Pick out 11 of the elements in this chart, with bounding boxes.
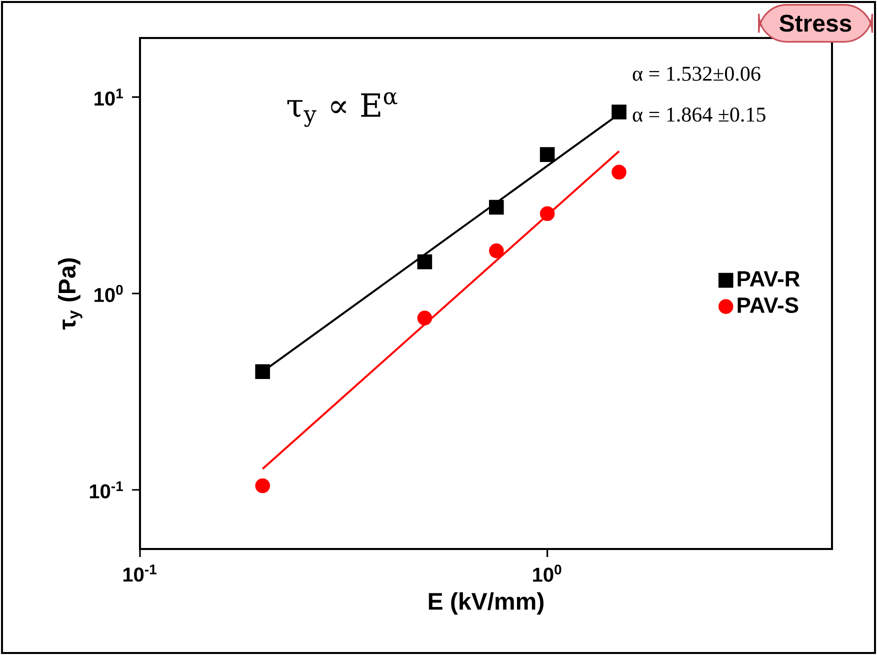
y-tick-label: 10$^{0}$: [94, 284, 123, 302]
annotation: α = 1.864 ±0.15: [632, 108, 766, 122]
y-tick-label: 10$^{1}$: [94, 88, 123, 106]
x-axis-title: E (kV/mm): [428, 592, 544, 615]
text: Stress: [780, 14, 852, 32]
legend-label: PAV-R: [738, 271, 800, 286]
annotation: α = 1.532±0.06: [632, 66, 760, 81]
y-tick-label: 10$^{-1}$: [90, 481, 123, 498]
legend-label: PAV-S: [738, 297, 798, 313]
y-axis-title: τ$_{y}$ (Pa): [58, 258, 82, 330]
annotation: τ$_{y}$ ∝ E$^{α}$: [287, 92, 398, 127]
